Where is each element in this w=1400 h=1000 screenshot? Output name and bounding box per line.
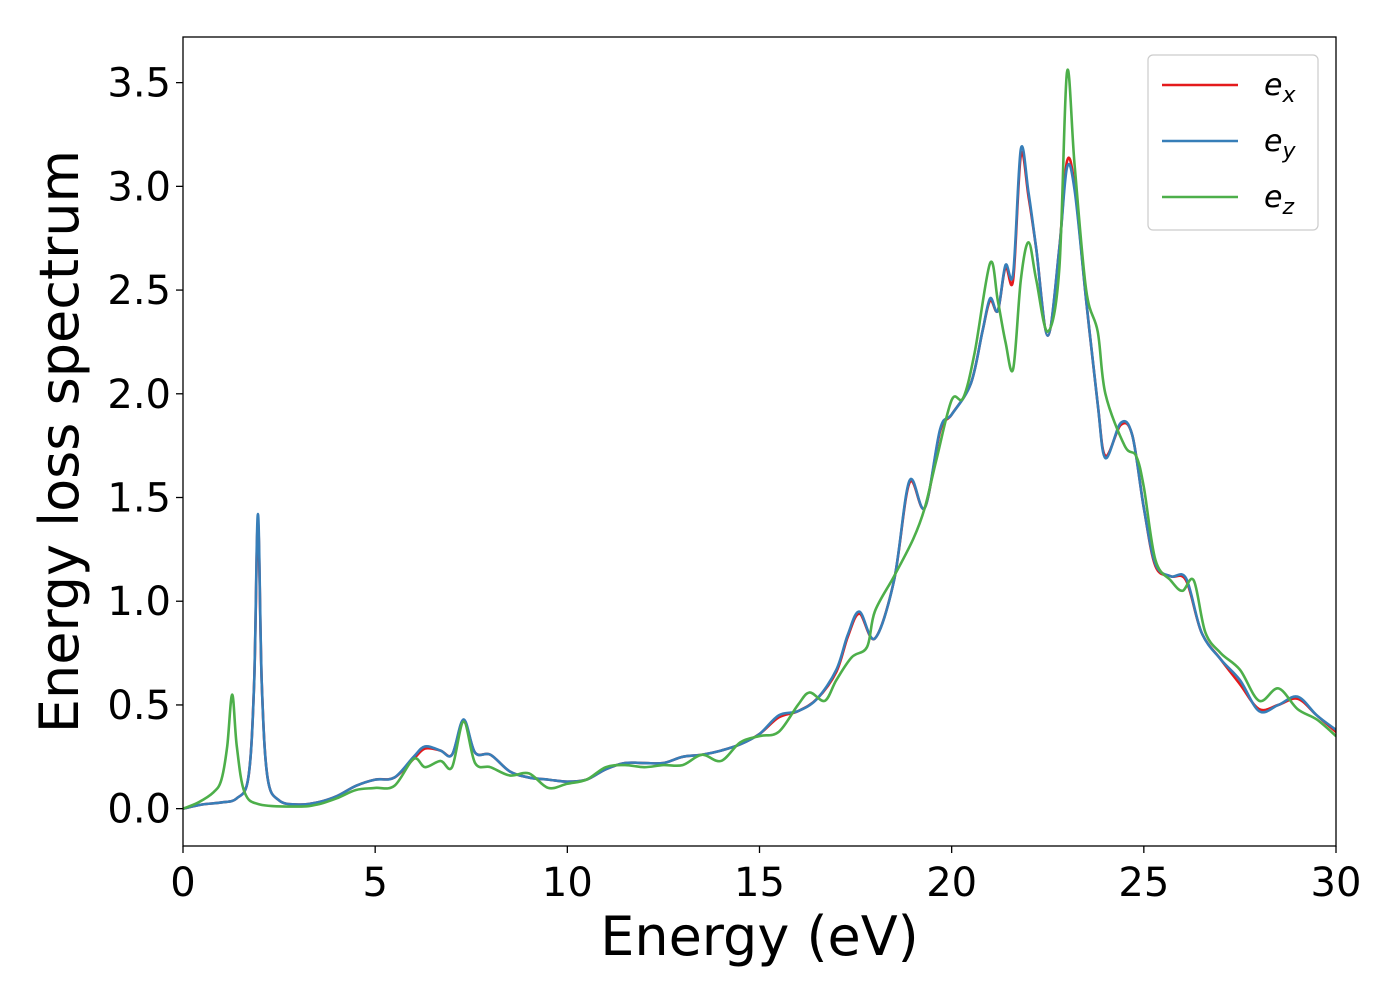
series-line-e-y: [183, 145, 1336, 810]
legend: ex ey ez: [1147, 54, 1319, 231]
legend-label-e-y: ey: [1264, 124, 1296, 164]
y-tick-label: 0.0: [107, 787, 171, 833]
series-line-e-x: [183, 151, 1336, 810]
y-tick-label: 1.5: [107, 476, 171, 522]
x-axis-label: Energy (eV): [600, 905, 919, 968]
x-axis-ticks: 0 5 10 15 20 25 30: [170, 846, 1361, 906]
y-tick-label: 1.0: [107, 579, 171, 625]
x-tick-label: 30: [1311, 860, 1362, 906]
x-tick-label: 15: [734, 860, 785, 906]
series-line-e-z: [183, 68, 1336, 810]
y-tick-label: 3.5: [107, 61, 171, 107]
legend-label-e-x: ex: [1264, 68, 1296, 108]
y-tick-label: 2.0: [107, 372, 171, 418]
y-axis-ticks: 0.0 0.5 1.0 1.5 2.0 2.5 3.0 3.5: [107, 61, 183, 833]
y-tick-label: 0.5: [107, 683, 171, 729]
legend-label-e-z: ez: [1264, 180, 1294, 220]
y-tick-label: 3.0: [107, 164, 171, 210]
x-tick-label: 5: [362, 860, 387, 906]
series-lines: [183, 68, 1336, 810]
x-tick-label: 0: [170, 860, 195, 906]
x-tick-label: 20: [926, 860, 977, 906]
legend-box: [1147, 54, 1319, 231]
x-tick-label: 25: [1118, 860, 1169, 906]
y-axis-label: Energy loss spectrum: [28, 150, 91, 733]
y-tick-label: 2.5: [107, 268, 171, 314]
x-tick-label: 10: [542, 860, 593, 906]
